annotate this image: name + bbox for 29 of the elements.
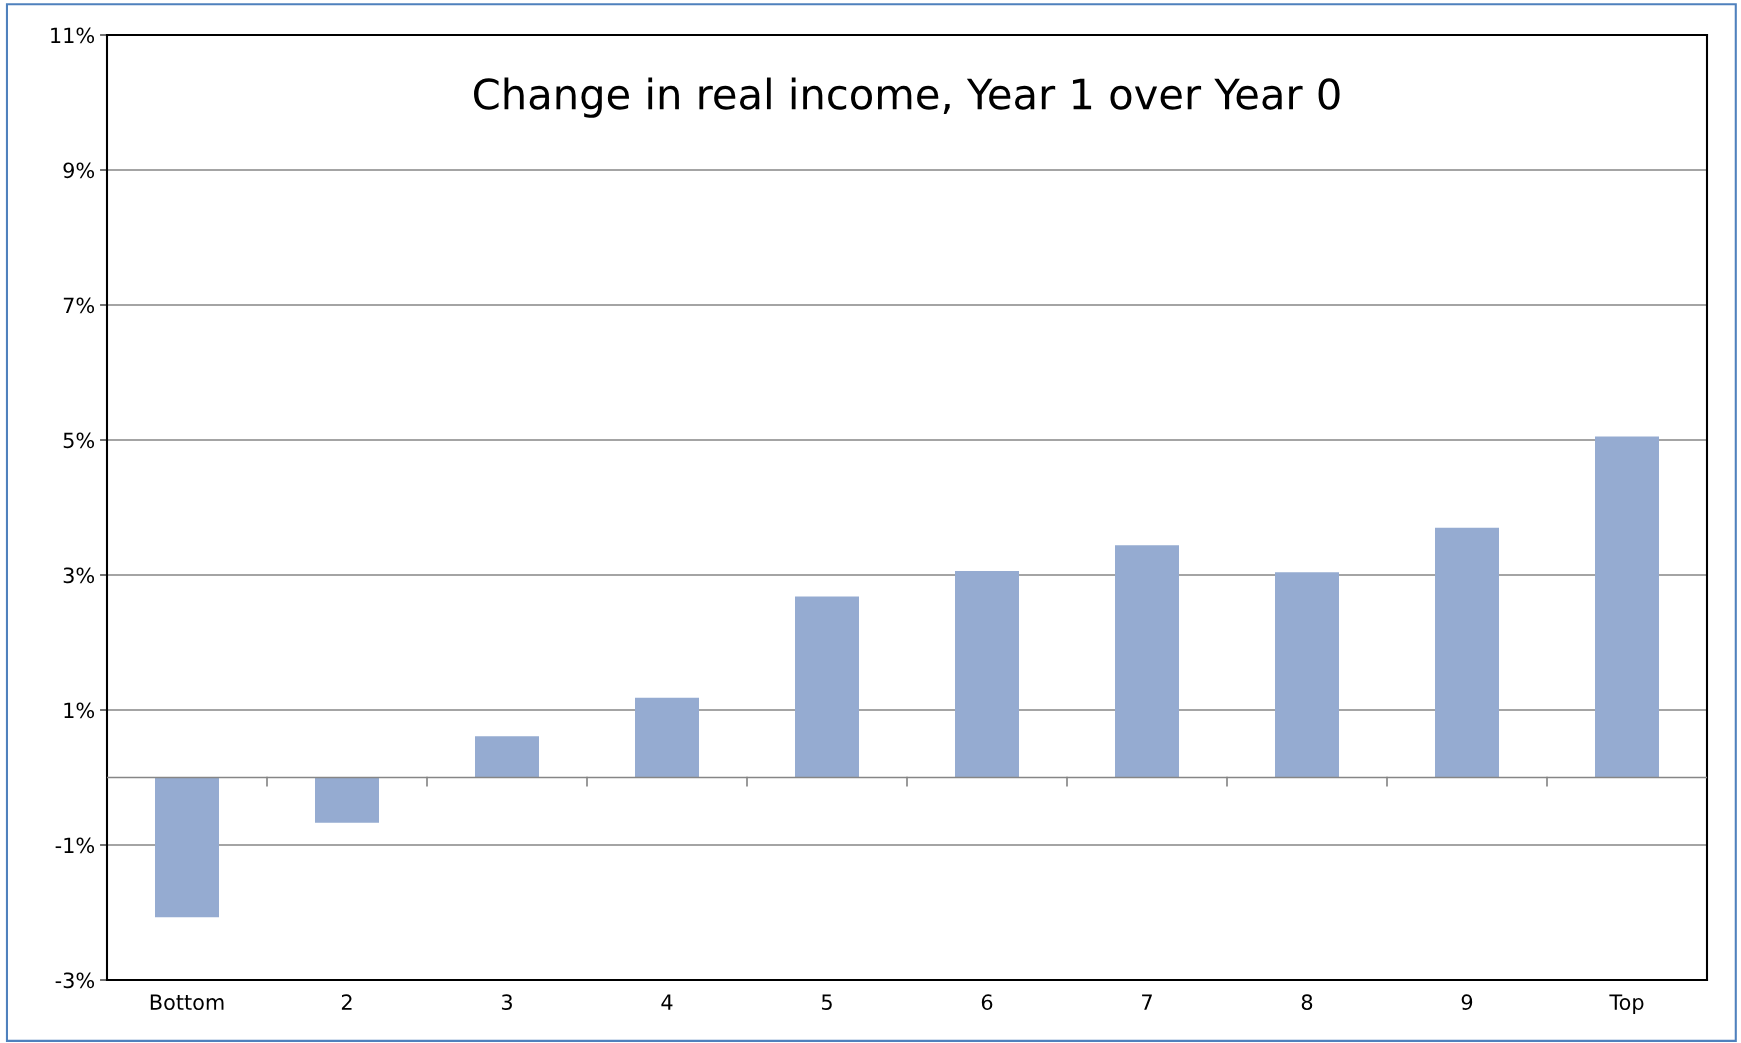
y-tick-label: -3% [55,972,95,989]
bar [1115,545,1179,778]
y-tick-label: 9% [63,162,95,179]
x-tick-label: Bottom [150,994,224,1011]
x-tick-label: 4 [661,994,673,1010]
bar [1435,527,1499,778]
x-tick-label: 9 [1461,994,1473,1011]
x-tick-label: 2 [341,994,352,1010]
bar [475,736,539,778]
y-tick-label: 1% [64,702,95,719]
y-tick-label: 5% [63,432,95,449]
x-tick-label: 8 [1301,994,1313,1011]
bar [1275,572,1339,778]
x-tick-label: 6 [981,994,993,1011]
text: Change in real income, Year 1 over Year 0 [474,77,1340,118]
bar [635,697,699,778]
bar [795,596,859,778]
y-tick-label: -1% [55,837,95,854]
x-tick-label: 7 [1142,994,1152,1010]
bar [155,777,219,918]
x-tick-label: 5 [821,994,832,1011]
bar [1595,436,1659,778]
y-tick-label: 3% [63,567,95,584]
y-tick-label: 7% [63,297,95,314]
x-tick-label: 3 [501,994,512,1011]
y-tick-label: 11% [51,27,95,44]
bar [955,570,1019,778]
x-tick-label: Top [1609,994,1644,1015]
bar [315,777,379,823]
